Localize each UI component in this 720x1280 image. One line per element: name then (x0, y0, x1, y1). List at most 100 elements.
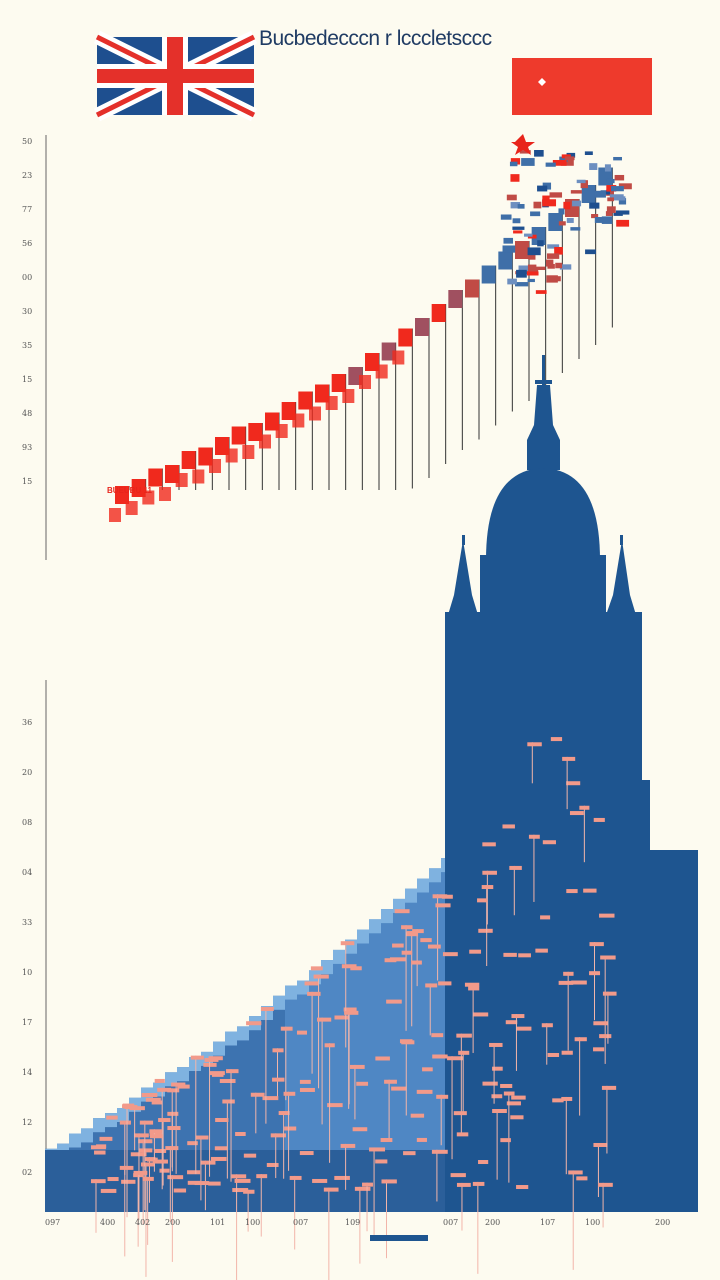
top-scatter-mark (609, 194, 624, 201)
pink-mark (340, 1143, 356, 1148)
pink-mark (313, 974, 329, 979)
pink-mark (563, 971, 574, 976)
pink-mark (478, 928, 493, 933)
pink-mark (598, 1182, 613, 1187)
top-scatter-mark (606, 206, 616, 214)
top-bar (181, 451, 196, 469)
pink-mark (593, 1047, 605, 1052)
pink-mark (510, 1115, 524, 1120)
pink-mark (231, 1174, 247, 1179)
pink-mark (187, 1141, 198, 1146)
pink-mark (468, 986, 480, 991)
pink-mark (438, 981, 452, 986)
y-tick-label: 00 (22, 273, 33, 282)
pink-mark (482, 870, 497, 875)
top-bar-block (392, 350, 405, 365)
pink-mark (289, 1175, 302, 1180)
pink-mark (350, 966, 362, 971)
top-scatter-mark (563, 201, 571, 210)
pink-mark (299, 1151, 314, 1156)
pink-mark (569, 811, 584, 816)
pink-mark (151, 1100, 163, 1105)
top-scatter-mark (604, 164, 611, 172)
bottom-bar-cap (369, 919, 382, 934)
top-scatter-mark (558, 208, 565, 215)
pink-mark (100, 1188, 117, 1193)
top-bar (431, 304, 446, 322)
y-tick-label: 02 (22, 1168, 33, 1177)
pink-mark (122, 1103, 135, 1108)
scrollbar[interactable] (370, 1235, 428, 1241)
pink-mark (574, 1037, 587, 1042)
pink-mark (304, 981, 319, 986)
pink-mark (234, 1178, 251, 1183)
pink-mark (392, 943, 404, 948)
top-scatter-mark (502, 245, 516, 253)
bottom-bar-cap (189, 1057, 202, 1071)
bottom-bar (321, 960, 334, 1212)
top-scatter-mark (547, 244, 560, 249)
pink-mark (550, 737, 563, 742)
pink-mark (246, 1021, 262, 1026)
bottom-bar-cap (177, 1067, 190, 1082)
y-tick-label: 36 (22, 718, 33, 727)
top-scatter-mark (500, 214, 512, 220)
pink-mark (600, 955, 616, 960)
pink-mark (133, 1133, 149, 1138)
y-tick-label: 15 (22, 477, 33, 486)
x-tick-label: 007 (293, 1218, 309, 1227)
pink-mark (147, 1157, 158, 1162)
y-tick-label: 50 (22, 137, 33, 146)
y-tick-label: 15 (22, 375, 33, 384)
top-scatter-mark (591, 214, 599, 219)
top-scatter-mark (570, 190, 582, 194)
x-tick-label: 402 (135, 1218, 151, 1227)
pink-mark (527, 742, 542, 747)
top-scatter-mark (576, 179, 586, 184)
x-tick-label: 107 (540, 1218, 556, 1227)
pink-mark (139, 1148, 153, 1153)
top-bar-block (309, 406, 321, 421)
top-bar (498, 251, 513, 270)
x-tick-label: 007 (443, 1218, 459, 1227)
top-scatter-mark (510, 158, 521, 165)
pink-mark (243, 1189, 255, 1194)
top-scatter-mark (527, 278, 535, 283)
pink-mark (435, 903, 451, 908)
top-scatter-mark (518, 265, 531, 272)
pink-mark (601, 1085, 617, 1090)
pink-mark (272, 1048, 284, 1053)
y-tick-label: 33 (22, 918, 33, 927)
x-tick-label: 100 (585, 1218, 601, 1227)
top-scatter-mark (517, 204, 525, 209)
y-tick-label: 48 (22, 409, 33, 418)
pink-mark (492, 1109, 507, 1114)
pink-mark (506, 1101, 521, 1106)
pink-mark (139, 1120, 154, 1125)
pink-mark (352, 1127, 368, 1132)
top-bar (231, 426, 246, 445)
top-bar-block (242, 445, 255, 459)
pink-mark (472, 1012, 489, 1017)
top-scatter-mark (535, 290, 547, 294)
top-scatter-mark (515, 282, 529, 287)
top-scatter-mark (534, 266, 546, 271)
top-bar-block (109, 508, 121, 522)
y-tick-label: 04 (22, 868, 33, 877)
pink-mark (323, 1187, 339, 1192)
pink-mark (334, 1015, 350, 1020)
top-scatter-mark (516, 269, 527, 278)
pink-mark (503, 1091, 515, 1096)
pink-mark (579, 805, 590, 810)
bottom-bar-cap (321, 960, 334, 975)
pink-mark (145, 1097, 161, 1102)
pink-mark (491, 1094, 503, 1099)
bottom-bar-cap (357, 929, 370, 944)
top-bar (115, 486, 129, 504)
top-scatter-mark (542, 199, 557, 207)
pink-mark (209, 1071, 225, 1076)
pink-mark (420, 938, 432, 943)
y-tick-label: 20 (22, 768, 33, 777)
bottom-bar-cap (213, 1041, 226, 1056)
pink-mark (219, 1079, 236, 1084)
